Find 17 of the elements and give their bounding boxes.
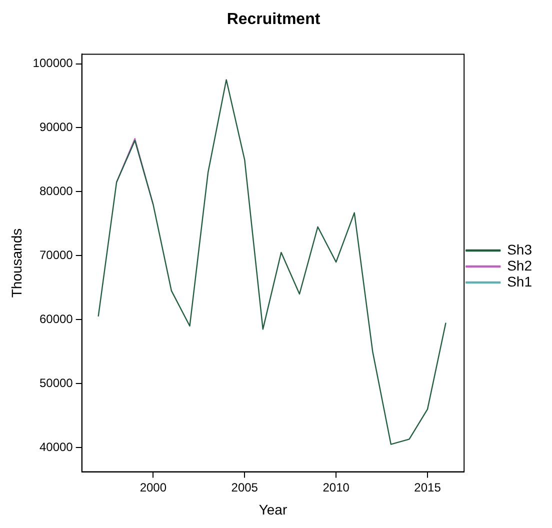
y-tick-label: 60000 — [39, 312, 74, 326]
y-tick-label: 80000 — [39, 184, 74, 198]
x-tick-label: 2005 — [231, 480, 258, 494]
y-tick-label: 50000 — [39, 376, 74, 390]
y-tick-label: 100000 — [32, 56, 74, 70]
y-tick-label: 90000 — [39, 120, 74, 134]
y-tick-label: 70000 — [39, 248, 74, 262]
y-axis-title: Thousands — [8, 228, 24, 298]
chart-title: Recruitment — [226, 11, 321, 28]
x-axis-title: Year — [258, 501, 288, 518]
x-tick-label: 2000 — [140, 480, 167, 494]
x-tick-label: 2010 — [322, 480, 350, 494]
legend-label: Sh3 — [507, 241, 532, 258]
legend-label: Sh2 — [507, 257, 532, 274]
y-tick-label: 40000 — [39, 440, 74, 454]
x-tick-label: 2015 — [414, 480, 442, 494]
legend-label: Sh1 — [507, 273, 532, 290]
